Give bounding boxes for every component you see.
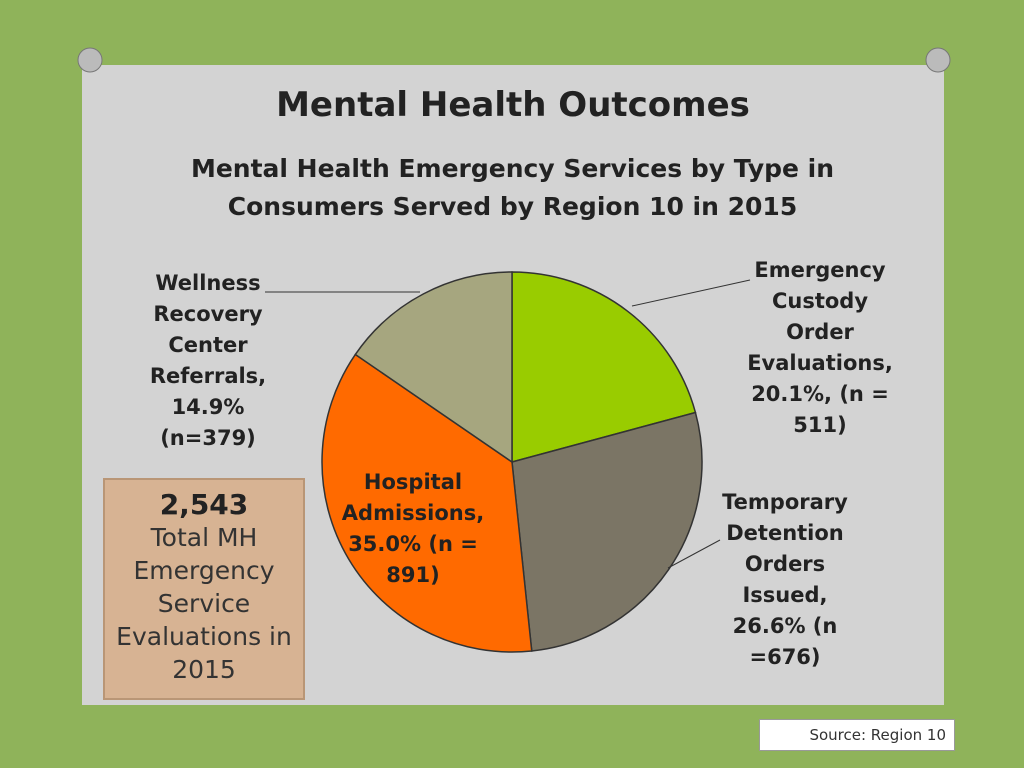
pie-slice — [511, 411, 703, 652]
slice-label: Temporary Detention Orders Issued, 26.6%… — [722, 490, 848, 669]
slice-label: Hospital Admissions, 35.0% (n = 891) — [341, 470, 485, 587]
pin — [77, 47, 103, 73]
slice-label: Emergency Custody Order Evaluations, 20.… — [747, 258, 893, 437]
slice-label: Wellness Recovery Center Referrals, 14.9… — [149, 271, 267, 450]
total-number: 2,543 — [159, 488, 249, 521]
leader-line — [631, 279, 751, 307]
leader-line — [667, 539, 721, 569]
pie-slice — [511, 271, 697, 463]
pin — [925, 47, 951, 73]
total-box: 2,543 Total MH Emergency Service Evaluati… — [103, 478, 305, 700]
title: Mental Health Outcomes — [276, 85, 750, 125]
source: Source: Region 10 — [759, 719, 955, 751]
subtitle: Mental Health Emergency Services by Type… — [190, 154, 835, 221]
total-text: Total MH Emergency Service Evaluations i… — [116, 523, 292, 684]
pie-slice — [321, 353, 533, 653]
pie-slice — [354, 271, 513, 464]
